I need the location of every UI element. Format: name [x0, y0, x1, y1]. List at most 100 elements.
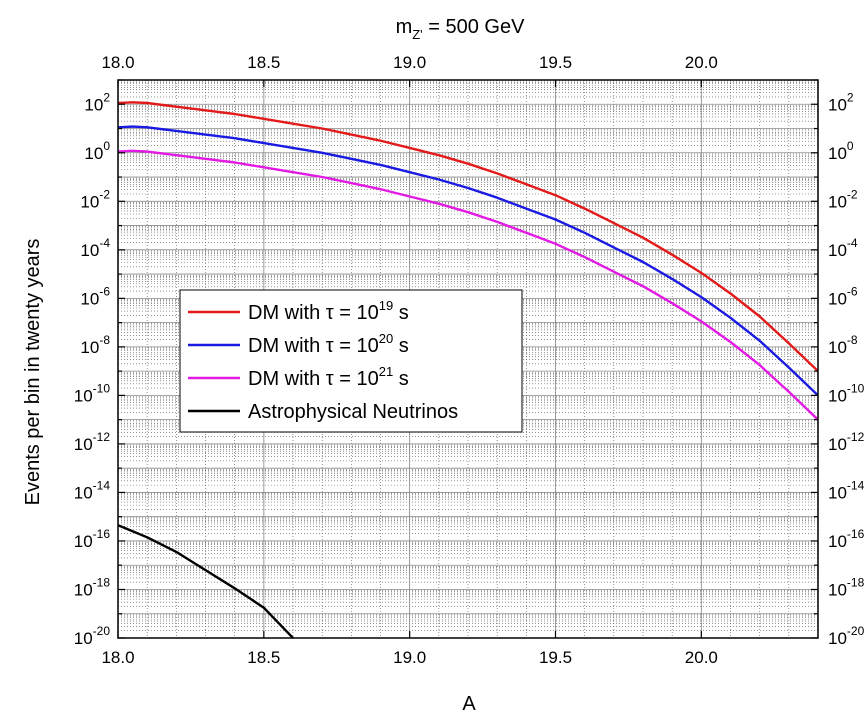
- y-tick-label-right: 10-4: [828, 236, 858, 260]
- y-tick-label-right: 102: [828, 90, 854, 114]
- y-tick-label-left: 10-8: [80, 333, 110, 357]
- x-tick-label-bottom: 20.0: [685, 648, 718, 667]
- y-tick-label-right: 10-12: [828, 430, 865, 454]
- series-line-1: [118, 101, 818, 372]
- chart-title: mZ' = 500 GeV: [396, 16, 526, 42]
- y-tick-base: 10: [828, 435, 847, 454]
- chart-title-rest: = 500 GeV: [423, 16, 525, 38]
- legend: DM with τ = 1019 sDM with τ = 1020 sDM w…: [179, 289, 523, 433]
- y-tick-exponent: -16: [847, 527, 865, 541]
- y-tick-label-right: 10-10: [828, 381, 865, 405]
- x-axis-title: A: [462, 693, 476, 715]
- y-tick-base: 10: [80, 338, 99, 357]
- legend-label-exponent: 20: [379, 331, 393, 346]
- y-tick-exponent: 0: [103, 139, 110, 153]
- x-tick-label-top: 18.0: [101, 53, 134, 72]
- y-tick-base: 10: [84, 95, 103, 114]
- y-tick-exponent: -4: [847, 236, 858, 250]
- y-tick-exponent: -20: [93, 624, 111, 638]
- y-tick-label-right: 10-6: [828, 284, 858, 308]
- y-tick-label-left: 10-20: [74, 624, 111, 648]
- y-tick-exponent: -4: [99, 236, 110, 250]
- y-tick-label-right: 100: [828, 139, 854, 163]
- legend-label-exponent: 19: [379, 298, 393, 313]
- y-tick-exponent: -12: [847, 430, 865, 444]
- x-tick-labels-bottom: 18.0 18.5 19.0 19.5 20.0: [101, 648, 717, 667]
- y-tick-label-left: 100: [84, 139, 110, 163]
- y-tick-base: 10: [828, 289, 847, 308]
- y-tick-label-left: 10-12: [74, 430, 111, 454]
- y-tick-label-left: 10-4: [80, 236, 110, 260]
- y-tick-exponent: 2: [847, 90, 854, 104]
- x-tick-label-top: 19.0: [393, 53, 426, 72]
- legend-label-text: DM with τ = 10: [248, 335, 379, 357]
- legend-label-2: DM with τ = 1020 s: [248, 331, 409, 357]
- y-tick-exponent: 2: [103, 90, 110, 104]
- y-tick-label-right: 10-2: [828, 187, 858, 211]
- y-tick-base: 10: [828, 483, 847, 502]
- y-tick-label-left: 102: [84, 90, 110, 114]
- y-tick-label-left: 10-6: [80, 284, 110, 308]
- y-tick-base: 10: [828, 629, 847, 648]
- y-tick-exponent: -8: [847, 333, 858, 347]
- legend-label-text: Astrophysical Neutrinos: [248, 401, 458, 423]
- x-tick-label-bottom: 19.0: [393, 648, 426, 667]
- y-tick-exponent: -10: [93, 381, 111, 395]
- legend-label-1: DM with τ = 1019 s: [248, 298, 409, 324]
- y-tick-labels-left: 10210010-210-410-610-810-1010-1210-1410-…: [74, 90, 111, 648]
- series-layer: [118, 101, 818, 638]
- x-tick-label-bottom: 18.0: [101, 648, 134, 667]
- y-tick-base: 10: [74, 580, 93, 599]
- y-tick-base: 10: [84, 144, 103, 163]
- y-tick-base: 10: [828, 338, 847, 357]
- y-tick-label-left: 10-16: [74, 527, 111, 551]
- y-tick-base: 10: [828, 95, 847, 114]
- axis-ticks: [117, 79, 818, 639]
- legend-label-unit: s: [393, 302, 409, 324]
- legend-label-text: DM with τ = 10: [248, 302, 379, 324]
- y-tick-exponent: -2: [847, 187, 858, 201]
- y-tick-label-right: 10-14: [828, 478, 865, 502]
- y-tick-exponent: -8: [99, 333, 110, 347]
- y-tick-label-right: 10-18: [828, 575, 865, 599]
- y-tick-label-left: 10-14: [74, 478, 111, 502]
- y-tick-exponent: -18: [93, 575, 111, 589]
- y-tick-base: 10: [80, 289, 99, 308]
- legend-label-4: Astrophysical Neutrinos: [248, 401, 458, 423]
- y-tick-base: 10: [74, 483, 93, 502]
- x-tick-labels-top: 18.0 18.5 19.0 19.5 20.0: [101, 53, 717, 72]
- y-tick-exponent: -14: [93, 478, 111, 492]
- y-tick-base: 10: [828, 532, 847, 551]
- y-tick-label-left: 10-2: [80, 187, 110, 211]
- legend-label-exponent: 21: [379, 364, 393, 379]
- y-tick-exponent: -16: [93, 527, 111, 541]
- y-tick-label-right: 10-16: [828, 527, 865, 551]
- x-tick-label-top: 19.5: [539, 53, 572, 72]
- y-tick-base: 10: [828, 386, 847, 405]
- y-tick-label-right: 10-8: [828, 333, 858, 357]
- y-tick-exponent: -12: [93, 430, 111, 444]
- y-axis-title: Events per bin in twenty years: [22, 239, 44, 506]
- y-tick-labels-right: 10210010-210-410-610-810-1010-1210-1410-…: [828, 90, 865, 648]
- series-line-3: [118, 149, 818, 421]
- y-tick-exponent: -10: [847, 381, 865, 395]
- y-tick-base: 10: [80, 241, 99, 260]
- legend-label-unit: s: [393, 368, 409, 390]
- y-tick-label-left: 10-10: [74, 381, 111, 405]
- y-tick-base: 10: [74, 532, 93, 551]
- y-tick-label-right: 10-20: [828, 624, 865, 648]
- y-tick-base: 10: [828, 580, 847, 599]
- y-tick-exponent: -18: [847, 575, 865, 589]
- x-tick-label-top: 18.5: [247, 53, 280, 72]
- x-tick-label-top: 20.0: [685, 53, 718, 72]
- y-tick-label-left: 10-18: [74, 575, 111, 599]
- y-tick-base: 10: [80, 192, 99, 211]
- legend-box: [179, 289, 523, 433]
- y-tick-base: 10: [828, 144, 847, 163]
- y-tick-base: 10: [828, 192, 847, 211]
- x-tick-label-bottom: 19.5: [539, 648, 572, 667]
- y-tick-base: 10: [74, 386, 93, 405]
- legend-label-3: DM with τ = 1021 s: [248, 364, 409, 390]
- legend-label-unit: s: [393, 335, 409, 357]
